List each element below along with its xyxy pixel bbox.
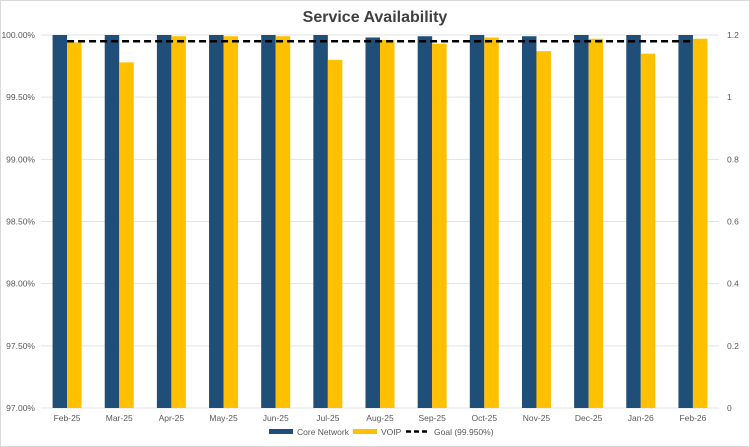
- legend-label-voip: VOIP: [381, 427, 402, 437]
- x-tick-label: Jul-25: [316, 413, 339, 423]
- bar-voip: [119, 62, 134, 408]
- legend: Core Network VOIP Goal (99.950%): [269, 427, 494, 437]
- bar-voip: [67, 42, 82, 409]
- bar-core-network: [417, 36, 433, 408]
- bar-core-network: [261, 35, 276, 408]
- y-tick-label-primary: 98.50%: [6, 217, 35, 227]
- bar-voip: [223, 36, 239, 408]
- y-tick-label-primary: 97.50%: [6, 341, 35, 351]
- x-tick-label: Feb-26: [679, 413, 706, 423]
- bar-voip: [484, 37, 499, 409]
- x-tick-label: Apr-25: [159, 413, 185, 423]
- x-tick-label: May-25: [209, 413, 238, 423]
- bar-core-network: [626, 35, 641, 408]
- bar-core-network: [521, 36, 537, 408]
- bar-core-network: [156, 35, 172, 408]
- x-tick-label: Dec-25: [575, 413, 603, 423]
- bar-core-network: [104, 35, 120, 408]
- y-tick-label-secondary: 1: [727, 92, 732, 102]
- chart-title: Service Availability: [303, 9, 448, 26]
- y-tick-label-secondary: 0.2: [727, 341, 739, 351]
- x-tick-label: Oct-25: [472, 413, 498, 423]
- legend-swatch-voip: [353, 429, 377, 434]
- bar-core-network: [678, 35, 693, 408]
- x-tick-label: Nov-25: [523, 413, 551, 423]
- y-axis-secondary: 0 0.2 0.4 0.6 0.8 1 1.2: [727, 30, 739, 413]
- legend-swatch-core-network: [269, 429, 293, 434]
- y-tick-label-primary: 99.50%: [6, 92, 35, 102]
- bar-voip: [380, 39, 395, 409]
- bar-core-network: [313, 35, 328, 408]
- x-tick-label: Mar-25: [106, 413, 133, 423]
- x-tick-label: Aug-25: [366, 413, 394, 423]
- bar-voip: [275, 36, 291, 408]
- bar-voip: [327, 59, 343, 408]
- y-tick-label-secondary: 0.6: [727, 217, 739, 227]
- legend-label-goal: Goal (99.950%): [434, 427, 494, 437]
- bar-voip: [536, 51, 551, 409]
- y-tick-label-primary: 97.00%: [6, 403, 35, 413]
- bar-core-network: [365, 37, 380, 409]
- bar-core-network: [574, 35, 589, 408]
- bar-voip: [432, 43, 447, 408]
- y-tick-label-secondary: 0: [727, 403, 732, 413]
- y-tick-label-primary: 98.00%: [6, 279, 35, 289]
- x-tick-label: Jan-26: [628, 413, 654, 423]
- y-tick-label-secondary: 0.8: [727, 154, 739, 164]
- bar-voip: [692, 38, 708, 408]
- bar-voip: [640, 53, 656, 409]
- x-tick-label: Sep-25: [418, 413, 446, 423]
- bar-core-network: [469, 35, 485, 408]
- legend-label-core-network: Core Network: [297, 427, 350, 437]
- bar-core-network: [209, 35, 224, 408]
- y-tick-label-primary: 100.00%: [1, 30, 35, 40]
- x-tick-label: Feb-25: [54, 413, 81, 423]
- x-axis: Feb-25 Mar-25 Apr-25 May-25 Jun-25 Jul-25 Aug-…: [54, 413, 707, 423]
- bars: [52, 35, 708, 409]
- bar-voip: [588, 38, 604, 408]
- y-tick-label-primary: 99.00%: [6, 154, 35, 164]
- y-axis-primary: 97.00% 97.50% 98.00% 98.50% 99.00% 99.50% 100.…: [1, 30, 35, 413]
- y-tick-label-secondary: 1.2: [727, 30, 739, 40]
- bar-voip: [171, 36, 186, 408]
- bar-core-network: [52, 35, 68, 408]
- y-tick-label-secondary: 0.4: [727, 279, 739, 289]
- x-tick-label: Jun-25: [263, 413, 289, 423]
